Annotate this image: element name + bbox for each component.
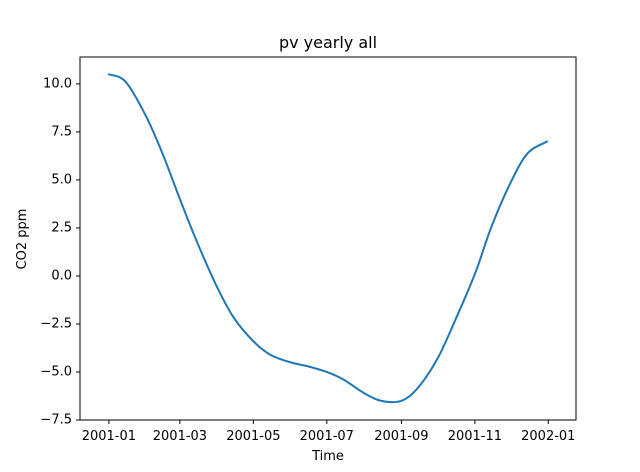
x-tick-label: 2001-07 [300, 429, 354, 444]
series-layer [107, 73, 549, 404]
y-tick-label: 0.0 [51, 268, 72, 283]
x-tick-label: 2002-01 [521, 429, 575, 444]
y-axis-label: CO2 ppm [15, 209, 30, 270]
x-tick-label: 2001-09 [374, 429, 428, 444]
y-tick-label: −5.0 [40, 364, 72, 379]
y-tick-label: 5.0 [51, 172, 72, 187]
y-tick-label: −2.5 [40, 316, 72, 331]
x-tick-label: 2001-05 [226, 429, 280, 444]
y-tick-label: 10.0 [43, 76, 72, 91]
plot-area-frame [79, 56, 577, 421]
x-tick-label: 2001-11 [448, 429, 502, 444]
x-axis: 2001-01 2001-03 2001-05 2001-07 2001-09 2001-… [82, 420, 575, 444]
y-tick-label: −7.5 [40, 413, 72, 428]
x-axis-label: Time [311, 449, 344, 464]
x-tick-label: 2001-01 [82, 429, 136, 444]
x-tick-label: 2001-03 [153, 429, 207, 444]
chart-title: pv yearly all [279, 33, 377, 52]
series-line-0 [107, 73, 549, 404]
y-tick-label: 7.5 [51, 124, 72, 139]
y-axis: −7.5 −5.0 −2.5 0.0 2.5 5.0 7.5 10.0 [40, 76, 80, 428]
y-tick-label: 2.5 [51, 220, 72, 235]
